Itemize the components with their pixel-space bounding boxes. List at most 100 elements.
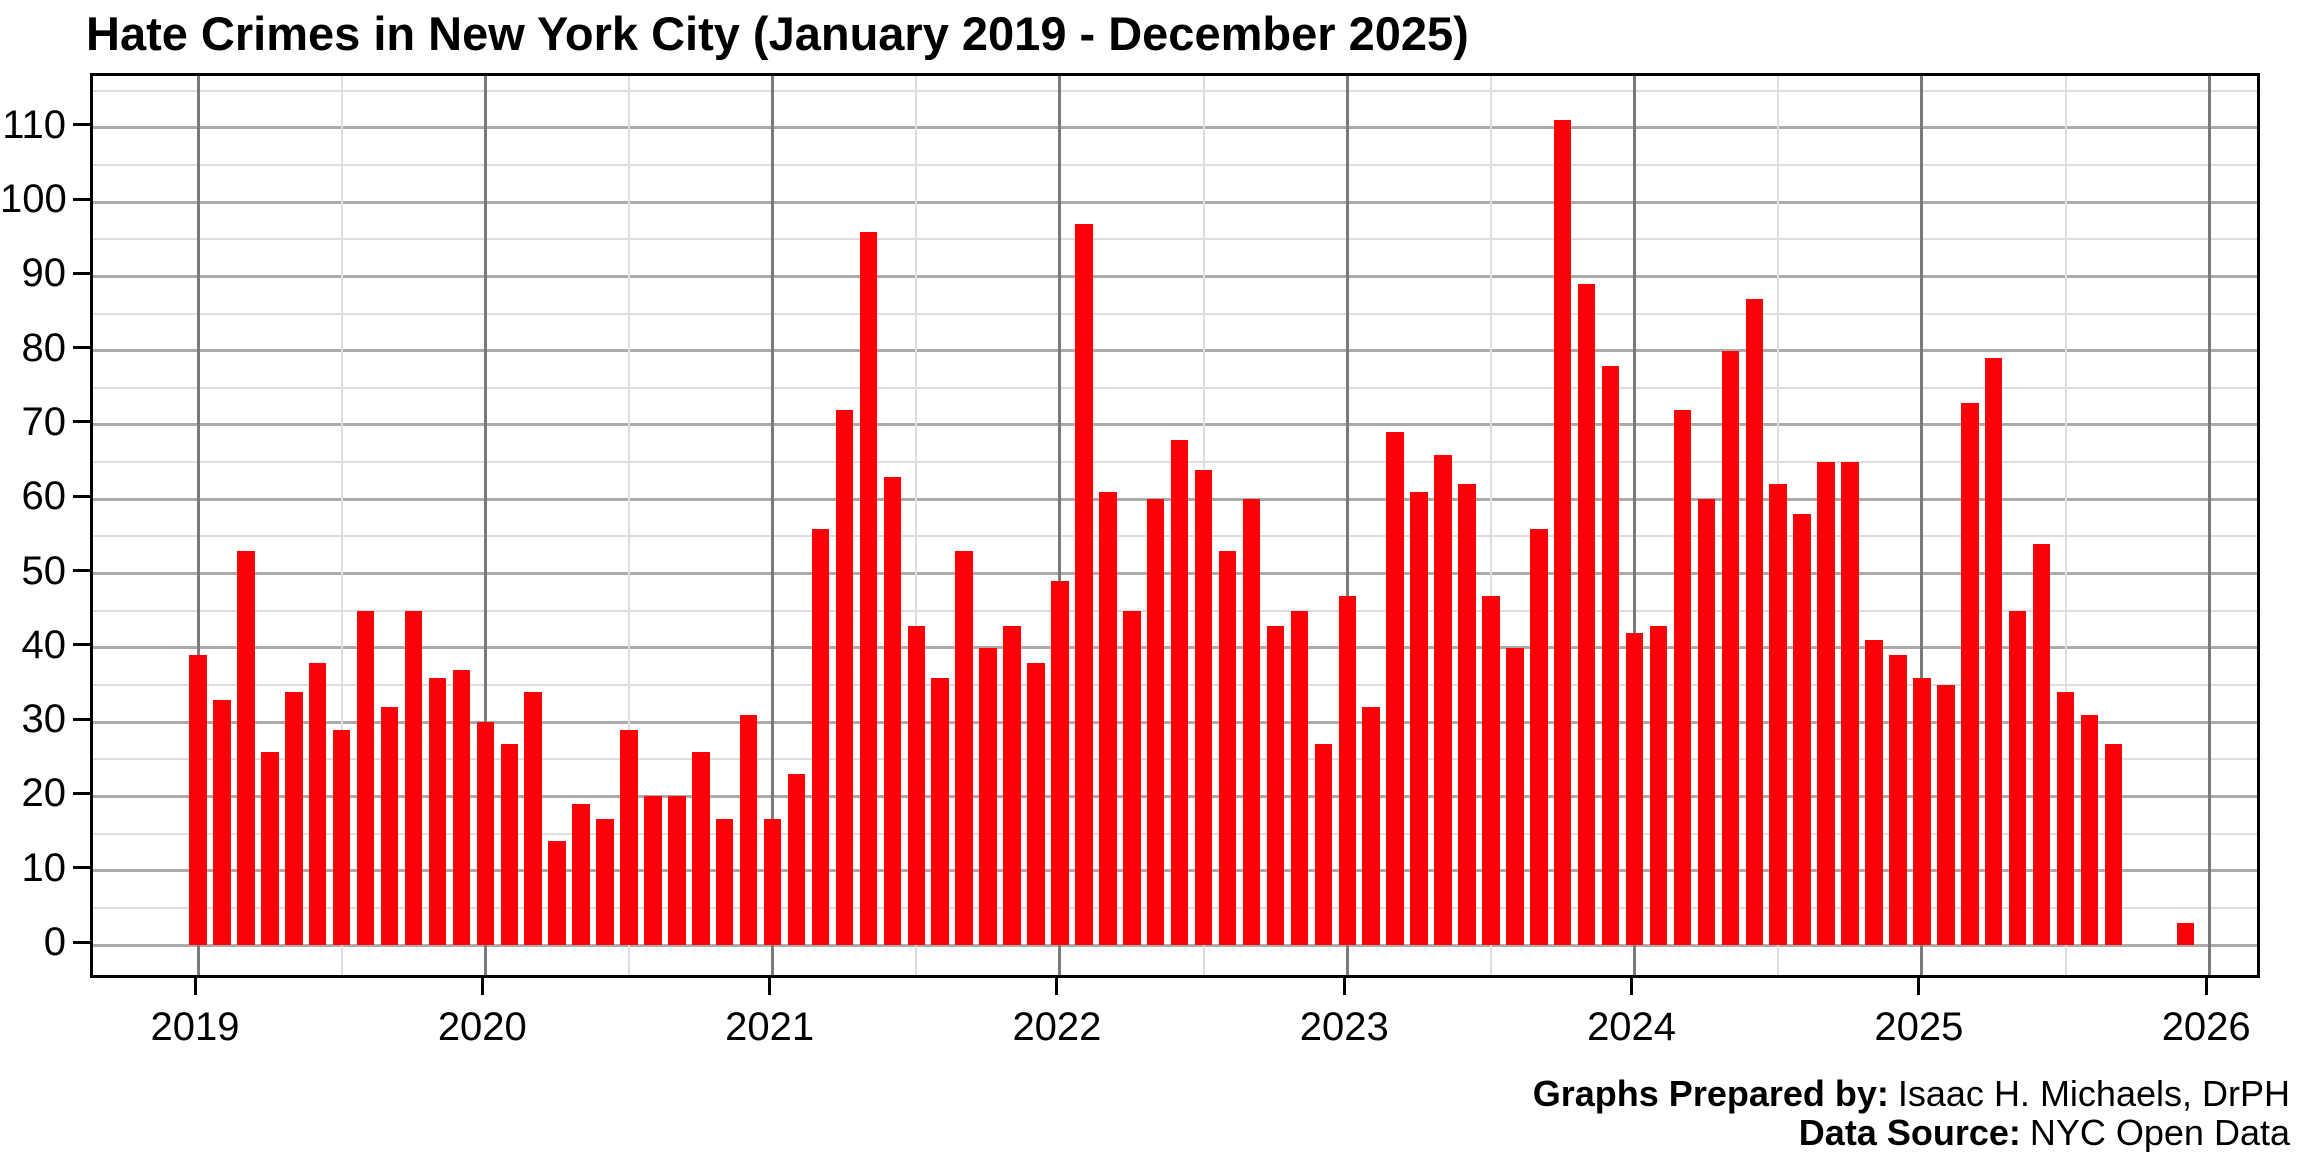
y-tick-mark <box>73 271 90 275</box>
x-tick-label: 2023 <box>1299 1005 1389 1049</box>
bar-2020-08 <box>644 796 662 945</box>
y-tick-label: 80 <box>21 325 67 370</box>
bar-2022-04 <box>1123 610 1141 945</box>
y-tick-mark <box>73 123 90 127</box>
bar-2025-07 <box>2056 692 2075 945</box>
y-tick-mark <box>73 346 90 350</box>
bar-2022-01 <box>1051 580 1069 945</box>
bar-2024-08 <box>1793 514 1811 945</box>
x-tick-mark <box>1917 978 1921 995</box>
bar-2023-06 <box>1458 484 1476 945</box>
bar-2019-04 <box>261 751 279 945</box>
y-tick-mark <box>73 197 90 201</box>
bar-2024-01 <box>1625 632 1644 945</box>
bar-2022-09 <box>1242 499 1261 945</box>
bar-2022-06 <box>1170 439 1189 945</box>
bar-2020-03 <box>524 692 542 945</box>
bar-2023-08 <box>1506 647 1524 945</box>
bar-2022-05 <box>1146 499 1165 945</box>
bar-2022-12 <box>1314 744 1333 945</box>
bar-2025-08 <box>2080 714 2099 945</box>
y-tick-mark <box>73 940 90 944</box>
gridline-minor-v <box>627 76 630 975</box>
y-tick-mark <box>73 717 90 721</box>
bar-2021-03 <box>811 528 830 945</box>
gridline-major-v <box>196 76 200 975</box>
bar-2023-02 <box>1362 707 1380 945</box>
bar-2023-11 <box>1577 283 1596 945</box>
bar-2023-07 <box>1482 595 1500 945</box>
footer-data-source-line: Data Source: NYC Open Data <box>1533 1113 2290 1152</box>
bar-2020-05 <box>572 803 590 945</box>
gridline-major-h <box>93 126 2257 130</box>
bar-2024-10 <box>1841 462 1859 945</box>
bar-2021-09 <box>955 551 973 945</box>
bar-2024-02 <box>1649 625 1668 945</box>
bar-2021-11 <box>1003 625 1021 945</box>
y-tick-mark <box>73 494 90 498</box>
gridline-minor-h <box>93 238 2257 241</box>
bar-2025-04 <box>1984 358 2003 945</box>
y-tick-label: 30 <box>21 697 67 742</box>
bar-2024-04 <box>1697 499 1716 945</box>
bar-2020-12 <box>739 714 758 945</box>
bar-2025-05 <box>2008 610 2027 945</box>
bar-2020-04 <box>548 840 566 945</box>
bar-2019-01 <box>189 655 207 945</box>
bar-2025-12 <box>2176 922 2194 945</box>
bar-2019-07 <box>332 729 351 945</box>
x-tick-mark <box>2204 978 2208 995</box>
prepared-by-value: Isaac H. Michaels, DrPH <box>1897 1073 2290 1114</box>
gridline-major-v <box>1633 76 1637 975</box>
x-tick-mark <box>480 978 484 995</box>
bar-2020-02 <box>500 744 518 945</box>
prepared-by-label: Graphs Prepared by: <box>1532 1073 1889 1114</box>
x-tick-label: 2024 <box>1587 1005 1677 1049</box>
x-tick-mark <box>193 978 197 995</box>
y-tick-label: 100 <box>0 177 67 222</box>
bar-2021-06 <box>883 476 902 945</box>
x-tick-mark <box>1630 978 1634 995</box>
x-tick-label: 2021 <box>725 1005 815 1049</box>
bar-2019-06 <box>308 662 327 945</box>
bar-2020-06 <box>596 818 614 945</box>
y-tick-mark <box>73 866 90 870</box>
y-tick-mark <box>73 420 90 424</box>
bar-2021-10 <box>979 647 997 945</box>
gridline-minor-v <box>1489 76 1492 975</box>
bar-2023-04 <box>1410 491 1428 945</box>
y-tick-label: 0 <box>43 920 66 964</box>
bar-2022-08 <box>1218 551 1237 945</box>
y-tick-label: 60 <box>21 474 67 519</box>
bar-2025-06 <box>2032 543 2051 945</box>
gridline-major-h <box>93 423 2257 427</box>
bar-2023-03 <box>1386 432 1404 945</box>
y-tick-mark <box>73 569 90 573</box>
x-tick-label: 2025 <box>1874 1005 1964 1049</box>
footer-credits: Graphs Prepared by: Isaac H. Michaels, Dr… <box>1533 1074 2290 1152</box>
bar-2019-05 <box>285 692 303 945</box>
x-tick-mark <box>1342 978 1346 995</box>
bar-2019-03 <box>237 551 255 945</box>
chart-title: Hate Crimes in New York City (January 20… <box>86 7 1469 60</box>
bar-2024-07 <box>1769 484 1787 945</box>
bar-2020-01 <box>476 722 495 945</box>
bar-2024-11 <box>1865 640 1883 945</box>
bar-2019-08 <box>356 610 375 945</box>
bar-2021-07 <box>907 625 926 945</box>
bar-2022-03 <box>1099 491 1117 945</box>
y-tick-mark <box>73 791 90 795</box>
gridline-major-v <box>1920 76 1924 975</box>
gridline-minor-h <box>93 89 2257 92</box>
gridline-major-h <box>93 200 2257 204</box>
bar-2019-12 <box>452 670 471 945</box>
gridline-major-v <box>1345 76 1349 975</box>
footer-prepared-by-line: Graphs Prepared by: Isaac H. Michaels, Dr… <box>1533 1074 2290 1113</box>
y-tick-label: 10 <box>21 845 67 890</box>
data-source-value: NYC Open Data <box>2029 1112 2290 1152</box>
gridline-major-v <box>2207 76 2211 975</box>
bar-2024-06 <box>1745 298 1764 945</box>
bar-2025-03 <box>1961 402 1979 945</box>
gridline-major-v <box>483 76 487 975</box>
